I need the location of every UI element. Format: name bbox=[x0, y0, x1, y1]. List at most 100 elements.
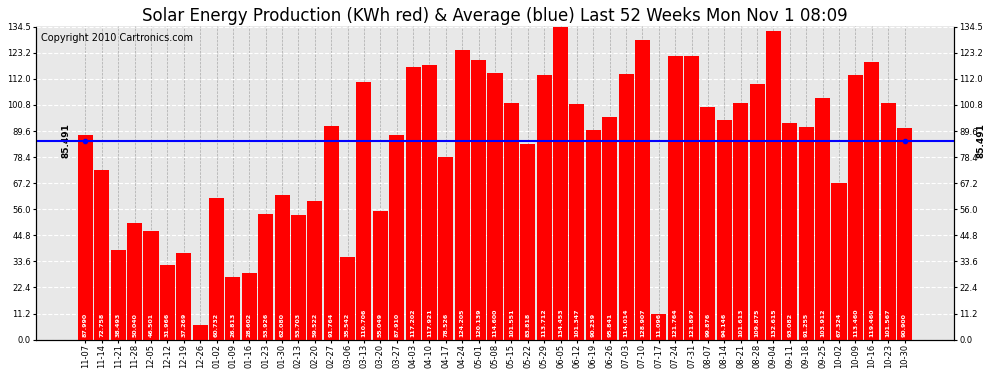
Bar bbox=[504, 103, 519, 340]
Text: 90.900: 90.900 bbox=[902, 314, 907, 337]
Text: 114.600: 114.600 bbox=[492, 309, 498, 337]
Bar bbox=[537, 75, 551, 340]
Text: 62.080: 62.080 bbox=[279, 313, 284, 337]
Bar bbox=[520, 144, 536, 340]
Text: 101.551: 101.551 bbox=[509, 309, 514, 337]
Bar bbox=[799, 127, 814, 340]
Text: 93.082: 93.082 bbox=[787, 313, 792, 337]
Bar bbox=[144, 231, 158, 340]
Text: 113.712: 113.712 bbox=[542, 309, 546, 337]
Text: 117.921: 117.921 bbox=[427, 309, 432, 337]
Bar bbox=[782, 123, 797, 340]
Text: 90.239: 90.239 bbox=[591, 313, 596, 337]
Bar bbox=[226, 277, 241, 340]
Text: 91.764: 91.764 bbox=[329, 313, 334, 337]
Bar bbox=[749, 84, 764, 340]
Bar bbox=[373, 211, 388, 340]
Text: 87.910: 87.910 bbox=[394, 313, 399, 337]
Bar bbox=[389, 135, 404, 340]
Bar bbox=[815, 98, 831, 340]
Bar bbox=[111, 250, 126, 340]
Text: Copyright 2010 Cartronics.com: Copyright 2010 Cartronics.com bbox=[41, 33, 193, 43]
Text: 35.542: 35.542 bbox=[346, 313, 350, 337]
Bar bbox=[619, 74, 634, 340]
Bar bbox=[78, 135, 93, 340]
Bar bbox=[487, 73, 503, 340]
Text: 132.615: 132.615 bbox=[771, 309, 776, 337]
Text: 103.912: 103.912 bbox=[820, 309, 825, 337]
Text: 101.613: 101.613 bbox=[739, 309, 743, 337]
Bar bbox=[307, 201, 323, 340]
Bar bbox=[635, 39, 650, 340]
Text: 114.014: 114.014 bbox=[624, 309, 629, 337]
Text: 53.703: 53.703 bbox=[296, 313, 301, 337]
Text: 59.522: 59.522 bbox=[312, 313, 318, 337]
Bar bbox=[832, 183, 846, 340]
Bar bbox=[242, 273, 256, 340]
Bar bbox=[734, 103, 748, 340]
Text: 31.966: 31.966 bbox=[165, 313, 170, 337]
Text: 120.139: 120.139 bbox=[476, 309, 481, 337]
Text: 121.897: 121.897 bbox=[689, 309, 694, 337]
Text: 101.347: 101.347 bbox=[574, 309, 579, 337]
Bar bbox=[471, 60, 486, 340]
Bar bbox=[193, 326, 208, 340]
Text: 85.491: 85.491 bbox=[61, 123, 70, 158]
Text: 78.526: 78.526 bbox=[444, 313, 448, 337]
Text: 60.732: 60.732 bbox=[214, 313, 219, 337]
Text: 28.602: 28.602 bbox=[247, 313, 251, 337]
Bar bbox=[258, 214, 273, 340]
Bar bbox=[356, 82, 371, 340]
Bar bbox=[209, 198, 224, 340]
Text: 26.813: 26.813 bbox=[231, 313, 236, 337]
Bar bbox=[406, 67, 421, 340]
Bar bbox=[454, 51, 470, 340]
Text: 134.453: 134.453 bbox=[558, 309, 563, 337]
Bar bbox=[291, 214, 306, 340]
Bar bbox=[897, 128, 912, 340]
Text: 72.758: 72.758 bbox=[99, 313, 104, 337]
Bar bbox=[274, 195, 290, 340]
Bar bbox=[94, 170, 110, 340]
Text: 11.096: 11.096 bbox=[656, 313, 661, 337]
Bar bbox=[700, 107, 716, 340]
Bar bbox=[176, 253, 191, 340]
Text: 87.990: 87.990 bbox=[83, 313, 88, 337]
Text: 128.907: 128.907 bbox=[640, 309, 644, 337]
Bar bbox=[847, 75, 863, 340]
Bar bbox=[569, 104, 584, 340]
Bar bbox=[586, 129, 601, 340]
Text: 53.926: 53.926 bbox=[263, 313, 268, 337]
Text: 67.324: 67.324 bbox=[837, 313, 842, 337]
Text: 113.460: 113.460 bbox=[852, 309, 858, 337]
Bar bbox=[159, 265, 175, 340]
Bar bbox=[602, 117, 617, 340]
Bar bbox=[880, 103, 896, 340]
Bar bbox=[684, 56, 699, 340]
Text: 50.040: 50.040 bbox=[132, 314, 138, 337]
Bar bbox=[651, 314, 666, 340]
Bar bbox=[717, 120, 732, 340]
Title: Solar Energy Production (KWh red) & Average (blue) Last 52 Weeks Mon Nov 1 08:09: Solar Energy Production (KWh red) & Aver… bbox=[143, 7, 847, 25]
Text: 121.764: 121.764 bbox=[672, 309, 678, 337]
Text: 109.875: 109.875 bbox=[754, 309, 759, 337]
Bar bbox=[667, 56, 683, 340]
Bar bbox=[127, 223, 143, 340]
Bar bbox=[864, 62, 879, 340]
Text: 119.460: 119.460 bbox=[869, 309, 874, 337]
Bar bbox=[553, 27, 568, 340]
Text: 91.255: 91.255 bbox=[804, 313, 809, 337]
Text: 95.841: 95.841 bbox=[607, 313, 612, 337]
Text: 37.269: 37.269 bbox=[181, 313, 186, 337]
Bar bbox=[340, 257, 355, 340]
Text: 38.493: 38.493 bbox=[116, 313, 121, 337]
Text: 55.049: 55.049 bbox=[378, 313, 383, 337]
Text: 83.818: 83.818 bbox=[526, 313, 531, 337]
Bar bbox=[439, 157, 453, 340]
Text: 117.202: 117.202 bbox=[411, 309, 416, 337]
Text: 124.205: 124.205 bbox=[459, 309, 464, 337]
Bar bbox=[766, 31, 781, 340]
Text: 101.567: 101.567 bbox=[886, 309, 891, 337]
Text: 94.146: 94.146 bbox=[722, 313, 727, 337]
Bar bbox=[324, 126, 339, 340]
